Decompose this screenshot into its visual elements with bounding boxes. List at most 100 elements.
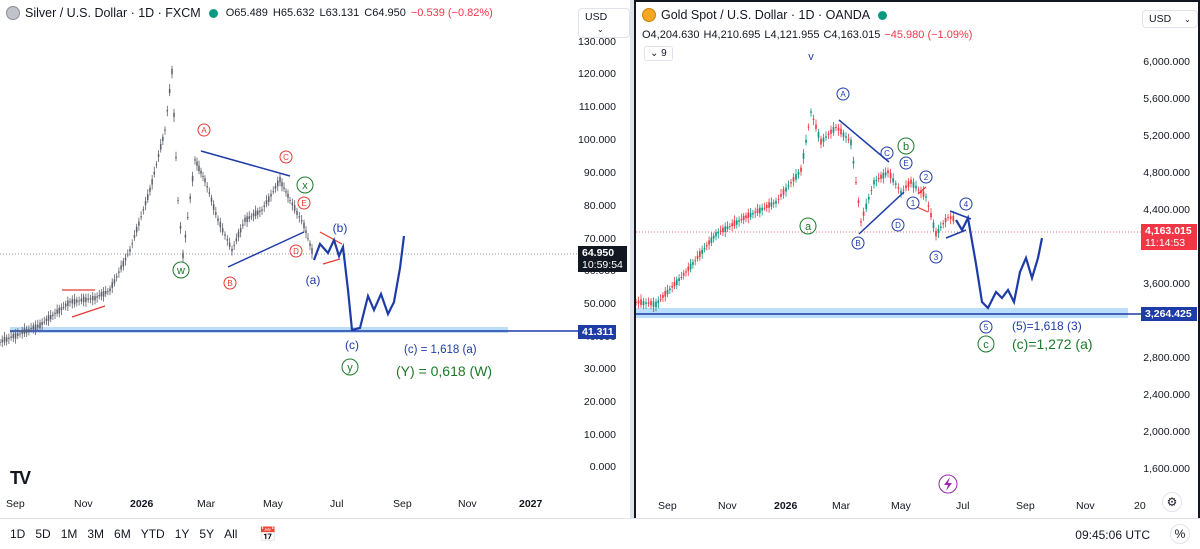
silver-chart-canvas[interactable]: A B C D E w x y (a) (b) (c) (c) = 1,618 … <box>0 0 630 518</box>
candle-body <box>91 295 94 301</box>
svg-text:a: a <box>805 221 812 233</box>
candle-body <box>47 315 50 321</box>
svg-text:3: 3 <box>934 253 939 262</box>
candle-body <box>98 294 101 297</box>
candle-body <box>664 290 667 297</box>
gold-chart-pane[interactable]: v A B C D E 1 2 3 4 5 a b c (5)=1,618 (3… <box>634 0 1200 518</box>
range-button-5y[interactable]: 5Y <box>199 527 215 541</box>
candle-body <box>122 260 125 267</box>
candle-body <box>873 180 875 185</box>
silver-close: C64.950 <box>364 7 406 19</box>
silver-chart-pane[interactable]: A B C D E w x y (a) (b) (c) (c) = 1,618 … <box>0 0 630 518</box>
settings-gear-icon[interactable]: ⚙ <box>1162 492 1182 512</box>
lightning-icon[interactable] <box>938 474 958 494</box>
candle-body <box>1 339 3 343</box>
candle-body <box>797 172 800 175</box>
svg-text:D: D <box>895 221 901 230</box>
candle-body <box>860 221 862 223</box>
candle-body <box>749 212 752 218</box>
price-tick-label: 2,000.000 <box>1143 426 1190 438</box>
silver-symbol-title[interactable]: Silver / U.S. Dollar · 1D · FXCM <box>25 6 201 20</box>
candle-body <box>142 209 145 211</box>
candle-body <box>89 297 92 300</box>
range-button-3m[interactable]: 3M <box>87 527 105 541</box>
candle-body <box>67 300 69 307</box>
wave-label-a: a <box>799 217 817 235</box>
candle-body <box>76 299 78 303</box>
candle-body <box>669 288 671 291</box>
candle-body <box>168 88 171 94</box>
candle-body <box>45 318 48 322</box>
range-button-1m[interactable]: 1M <box>60 527 78 541</box>
candle-body <box>25 328 28 334</box>
candle-body <box>905 185 907 189</box>
candle-body <box>289 200 291 201</box>
collapse-legend-button[interactable]: ⌄ 9 <box>644 46 673 61</box>
candle-body <box>742 215 745 221</box>
utc-clock[interactable]: 09:45:06 UTC <box>1075 528 1150 542</box>
currency-label: USD <box>1149 13 1172 25</box>
time-tick-label: Nov <box>1076 500 1095 512</box>
candle-body <box>772 202 775 204</box>
svg-text:4: 4 <box>964 200 969 209</box>
candle-body <box>640 299 642 305</box>
range-button-ytd[interactable]: YTD <box>140 527 165 541</box>
gold-high: H4,210.695 <box>703 29 761 41</box>
candle-body <box>652 301 655 307</box>
gold-currency-button[interactable]: USD ⌄ <box>1142 10 1198 28</box>
candle-body <box>73 298 76 305</box>
range-button-1y[interactable]: 1Y <box>174 527 190 541</box>
candle-body <box>226 239 229 241</box>
candle-body <box>724 226 727 232</box>
candle-body <box>56 309 58 314</box>
candle-body <box>120 265 122 270</box>
candle-body <box>248 216 251 220</box>
candle-body <box>817 132 820 138</box>
candle-body <box>792 177 795 182</box>
wave-label-v: v <box>808 51 814 63</box>
gold-legend[interactable]: Gold Spot / U.S. Dollar · 1D · OANDA <box>642 8 890 22</box>
pane-divider[interactable] <box>630 0 634 518</box>
silver-currency-button[interactable]: USD ⌄ <box>578 8 630 38</box>
candle-body <box>272 191 275 193</box>
candle-body <box>32 325 35 330</box>
candle-body <box>642 300 645 306</box>
red-flag-bottom <box>71 305 106 318</box>
range-button-5d[interactable]: 5D <box>35 527 51 541</box>
candle-body <box>221 228 224 233</box>
wave-label-A: A <box>836 87 850 101</box>
candle-body <box>162 136 164 141</box>
candle-body <box>845 136 847 138</box>
chevron-down-icon: ⌄ <box>650 48 659 59</box>
price-tick-label: 50.000 <box>583 298 616 310</box>
wave-label-a: (a) <box>306 273 321 287</box>
range-button-6m[interactable]: 6M <box>114 527 131 541</box>
candle-body <box>685 271 687 273</box>
calendar-goto-date-icon[interactable]: 📅 <box>259 525 277 542</box>
candle-body <box>768 202 770 208</box>
range-button-1d[interactable]: 1D <box>10 527 26 541</box>
silver-change: −0.539 (−0.82%) <box>410 7 493 19</box>
candle-body <box>85 297 87 302</box>
range-button-all[interactable]: All <box>224 527 238 541</box>
silver-legend[interactable]: Silver / U.S. Dollar · 1D · FXCM O65.489… <box>6 6 493 20</box>
candle-body <box>692 262 694 265</box>
svg-text:2: 2 <box>924 173 929 182</box>
candle-body <box>840 128 842 135</box>
tradingview-logo-icon[interactable]: TV <box>10 468 31 488</box>
candle-body <box>135 226 138 233</box>
gold-chart-canvas[interactable]: v A B C D E 1 2 3 4 5 a b c (5)=1,618 (3… <box>636 2 1198 518</box>
gold-symbol-title[interactable]: Gold Spot / U.S. Dollar · 1D · OANDA <box>661 8 871 22</box>
candle-body <box>752 212 754 215</box>
price-tick-label: 1,600.000 <box>1143 463 1190 475</box>
candle-body <box>884 172 887 176</box>
price-tick-label: 2,800.000 <box>1143 352 1190 364</box>
fib-label-5: (5)=1,618 (3) <box>1012 319 1082 333</box>
percent-scale-button[interactable]: % <box>1170 524 1190 544</box>
candle-body <box>657 300 660 304</box>
candle-body <box>765 205 768 208</box>
candle-body <box>949 216 952 220</box>
wave-label-C: C <box>880 146 894 160</box>
candle-body <box>735 220 738 225</box>
candle-body <box>900 190 902 194</box>
